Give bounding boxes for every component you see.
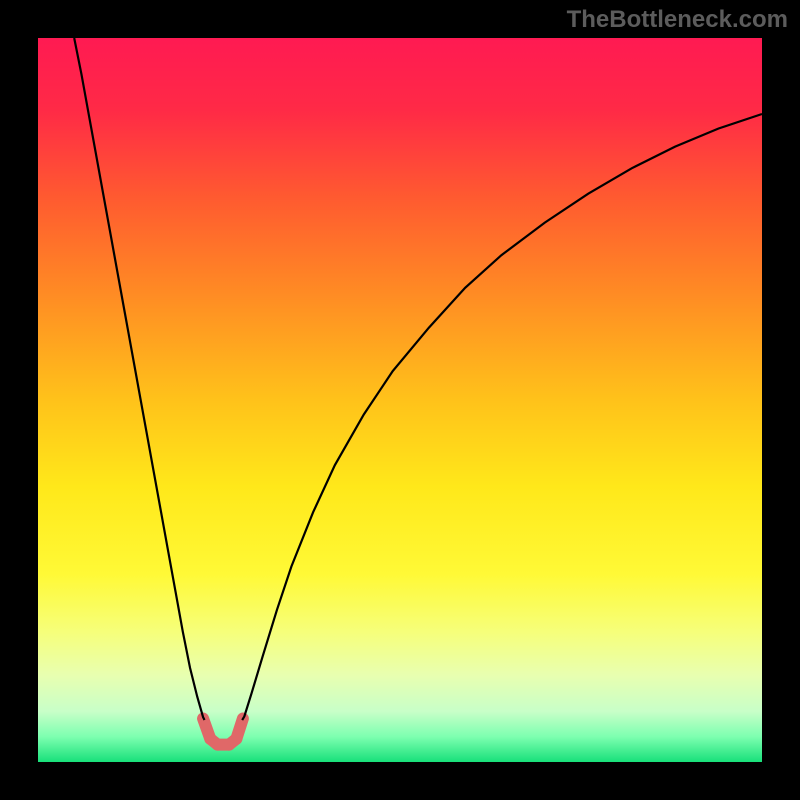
watermark-text: TheBottleneck.com bbox=[567, 6, 788, 34]
figure-root: TheBottleneck.com bbox=[0, 0, 800, 800]
plot-area bbox=[38, 38, 762, 762]
gradient-background bbox=[38, 38, 762, 762]
valley-marker-segment bbox=[236, 719, 243, 739]
chart-svg bbox=[38, 38, 762, 762]
